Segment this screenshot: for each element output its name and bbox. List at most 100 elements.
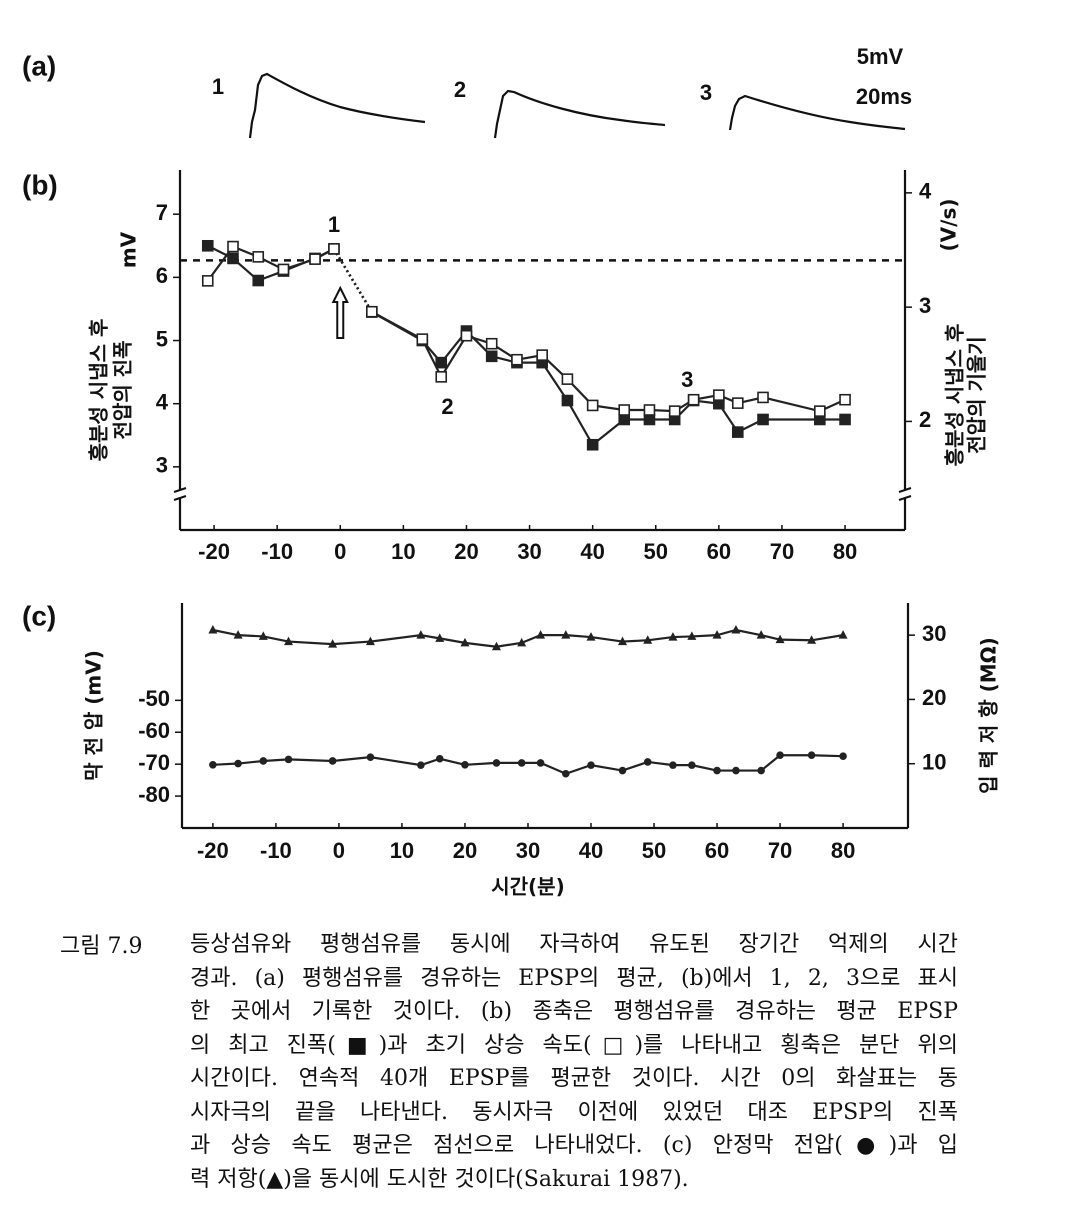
- x-tick-label: 30: [517, 539, 541, 564]
- data-marker: [839, 393, 851, 406]
- y-tick-label: 6: [156, 263, 168, 288]
- data-marker: [492, 759, 501, 767]
- data-marker: [309, 253, 321, 265]
- annotation: 1: [328, 212, 340, 237]
- trace-label: 3: [700, 80, 712, 105]
- data-marker: [252, 274, 265, 287]
- data-marker: [233, 630, 243, 639]
- caption-line: 의 최고 진폭(■)과 초기 상승 속도(□)를 나타내고 횡축은 분단 위의: [190, 1032, 958, 1058]
- data-marker: [284, 755, 293, 764]
- data-marker: [731, 426, 744, 438]
- trace-label: 1: [212, 74, 224, 99]
- data-marker: [713, 766, 721, 775]
- panel-label: (c): [22, 600, 56, 631]
- data-marker: [618, 413, 631, 426]
- data-marker: [277, 263, 290, 276]
- data-marker: [731, 625, 741, 634]
- data-marker: [227, 240, 239, 253]
- y-axis-note: 흥분성 시냅스 후: [87, 319, 111, 462]
- data-marker: [756, 630, 766, 639]
- x-tick-label: -10: [260, 838, 292, 863]
- epsp-traces: [248, 72, 906, 139]
- caption-number: 그림 7.9: [60, 934, 143, 959]
- caption-line: 과 상승 속도 평균은 점선으로 나타내었다. (c) 안정막 전압(●)과 입: [190, 1133, 958, 1158]
- y-tick-label: -60: [138, 718, 170, 743]
- data-marker: [201, 239, 214, 252]
- annotation: 3: [681, 367, 693, 392]
- data-marker: [757, 766, 765, 775]
- data-marker: [435, 371, 448, 383]
- y-tick-label: 5: [156, 326, 168, 351]
- data-marker: [839, 413, 851, 426]
- x-tick-label: 40: [580, 539, 604, 564]
- data-marker: [618, 404, 631, 416]
- data-marker: [460, 637, 470, 647]
- data-marker: [209, 761, 217, 769]
- y2-tick-label: 10: [922, 750, 946, 775]
- data-marker: [328, 243, 340, 255]
- caption-line: 등상섬유와 평행섬유를 동시에 자극하여 유도된 장기간 억제의 시간: [190, 932, 958, 957]
- series-line: [212, 754, 844, 775]
- data-marker: [643, 635, 653, 644]
- x-axis-label: 시간(분): [491, 875, 564, 899]
- data-marker: [586, 399, 599, 412]
- caption-line: 한 곳에서 기록한 것이다. (b) 종축은 평행섬유를 경유하는 평균 EPS…: [190, 999, 958, 1024]
- epsp-trace: [728, 94, 906, 131]
- x-tick-label: 50: [642, 838, 666, 863]
- data-marker: [814, 405, 826, 417]
- y2-tick-label: 2: [919, 407, 931, 432]
- panel-label: (a): [22, 50, 56, 81]
- x-tick-label: 80: [831, 838, 855, 863]
- data-marker: [586, 632, 596, 641]
- data-marker: [618, 766, 627, 775]
- data-marker: [511, 353, 523, 366]
- data-marker: [757, 391, 769, 404]
- y-tick-label: 7: [156, 200, 168, 225]
- y-tick-label: -80: [138, 782, 170, 807]
- data-marker: [416, 333, 429, 345]
- data-marker: [668, 405, 681, 417]
- epsp-trace: [248, 72, 426, 139]
- y-tick-label: 4: [156, 389, 169, 414]
- figure: (a) 1 2 3 5mV 20ms (b)-20 -10 0 10 20 30 40 50 6…: [22, 44, 1001, 899]
- data-marker: [259, 757, 268, 765]
- data-marker: [687, 631, 697, 640]
- gap-connector: [332, 248, 373, 313]
- data-marker: [807, 751, 816, 760]
- data-marker: [687, 393, 700, 406]
- data-marker: [776, 751, 784, 760]
- data-marker: [561, 630, 571, 639]
- data-marker: [775, 634, 785, 644]
- data-marker: [460, 329, 473, 342]
- x-tick-label: 20: [453, 838, 477, 863]
- data-marker: [561, 394, 574, 407]
- data-marker: [731, 397, 744, 409]
- data-marker: [491, 641, 501, 651]
- x-tick-label: 70: [770, 539, 794, 564]
- y2-axis-note: 흥분성 시냅스 후: [943, 324, 967, 467]
- x-tick-label: -10: [261, 539, 293, 564]
- data-marker: [234, 759, 242, 768]
- data-marker: [328, 639, 338, 648]
- data-marker: [586, 438, 599, 451]
- annotation: 2: [441, 394, 453, 419]
- data-marker: [688, 761, 696, 769]
- data-marker: [517, 759, 526, 767]
- y-tick-label: -70: [138, 750, 170, 775]
- x-tick-label: 0: [333, 838, 345, 863]
- data-marker: [417, 761, 425, 769]
- data-marker: [365, 636, 375, 646]
- y-axis-note: 전압의 진폭: [111, 341, 135, 440]
- data-marker: [201, 275, 214, 287]
- series-line: [212, 628, 844, 648]
- data-marker: [366, 753, 375, 761]
- x-tick-label: 50: [644, 539, 668, 564]
- data-marker: [669, 761, 677, 769]
- data-marker: [713, 389, 725, 401]
- axis-break: [899, 490, 911, 498]
- caption-line: 시간이다. 연속적 40개 EPSP를 평균한 것이다. 시간 0의 화살표는 …: [190, 1066, 958, 1091]
- stimulus-arrow: [331, 285, 349, 339]
- caption-text: 등상섬유와 평행섬유를 동시에 자극하여 유도된 장기간 억제의 시간 경과. (…: [190, 928, 958, 1196]
- y2-tick-label: 4: [919, 179, 932, 204]
